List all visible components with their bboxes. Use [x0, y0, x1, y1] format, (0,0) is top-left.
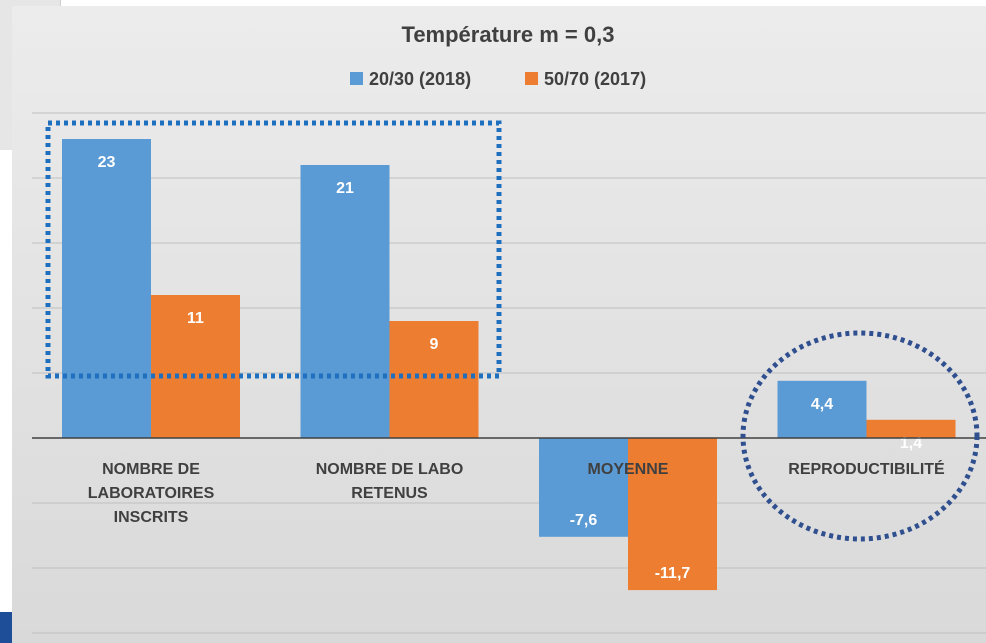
category-labels: NOMBRE DE LABORATOIRES INSCRITS NOMBRE DE L…: [88, 459, 945, 526]
chart-title: Température m = 0,3: [402, 22, 615, 47]
data-label-series-1-cat-1: 23: [98, 154, 116, 171]
highlight-dotted-circle: [740, 330, 980, 542]
category-label-3: MOYENNE: [588, 461, 669, 478]
data-label-series-1-cat-2: 21: [336, 180, 354, 197]
data-label-series-2-cat-1: 11: [187, 310, 204, 327]
data-labels: 23 11 21 9 -7,6 -11,7 4,4 1,4: [98, 154, 923, 582]
bar-series-2-cat-4: [866, 419, 956, 438]
legend-label-series-1: 20/30 (2018): [369, 69, 471, 89]
highlight-dotted-box: [45, 120, 502, 379]
bar-series-1-cat-1: [62, 139, 151, 438]
bar-series-1-cat-4: [777, 380, 867, 438]
data-label-series-2-cat-4: 1,4: [900, 435, 922, 452]
category-label-4: REPRODUCTIBILITÉ: [788, 459, 945, 478]
data-label-series-2-cat-2: 9: [430, 336, 439, 353]
legend-label-series-2: 50/70 (2017): [544, 69, 646, 89]
bar-series-2-cat-3: [628, 438, 717, 591]
bar-series-1-cat-3: [539, 438, 628, 537]
data-label-series-1-cat-3: -7,6: [570, 512, 598, 529]
bar-series-2-cat-1: [151, 295, 240, 438]
bar-series-2-cat-2: [389, 321, 479, 438]
legend-swatch-series-1: [350, 72, 363, 85]
data-label-series-2-cat-3: -11,7: [655, 565, 691, 582]
bar-series-1-cat-2: [300, 165, 390, 438]
category-label-2: NOMBRE DE LABO RETENUS: [316, 461, 464, 502]
data-label-series-1-cat-4: 4,4: [811, 396, 833, 413]
legend-swatch-series-2: [525, 72, 538, 85]
legend: 20/30 (2018) 50/70 (2017): [350, 69, 646, 89]
category-label-1: NOMBRE DE LABORATOIRES INSCRITS: [88, 461, 215, 526]
bars: [62, 139, 956, 591]
